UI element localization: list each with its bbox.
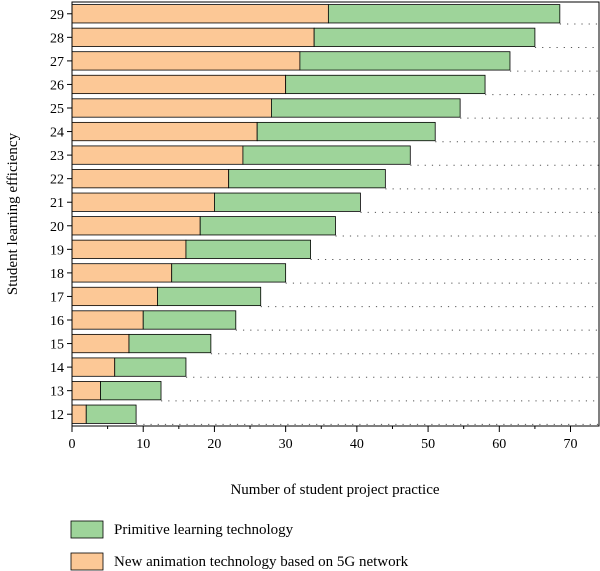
bar-segment-primitive-17 (157, 286, 262, 307)
x-tick-label-0: 0 (69, 437, 76, 452)
bar-segment-primitive-27 (299, 51, 511, 71)
y-tick-label-15: 15 (50, 338, 64, 353)
bar-segment-primitive-22 (228, 169, 386, 189)
bar-segment-primitive-19 (185, 239, 311, 259)
bar-segment-primitive-24 (256, 121, 436, 142)
bar-segment-primitive-28 (313, 27, 536, 47)
y-tick-label-21: 21 (50, 196, 64, 211)
legend-swatch-0 (70, 520, 104, 539)
x-axis-ticks: 0 10 20 30 40 50 60 70 (69, 426, 578, 452)
bar-segment-new-animation-15 (71, 333, 130, 354)
y-tick-label-16: 16 (50, 314, 64, 329)
bars (71, 4, 561, 424)
y-axis-ticks: 12 13 14 15 16 17 18 19 20 21 22 23 24 25 26 27 28 29 (50, 8, 72, 423)
y-tick-label-17: 17 (50, 290, 64, 305)
plot-frame (71, 1, 600, 427)
y-tick-label-12: 12 (50, 408, 64, 423)
bar-segment-new-animation-25 (71, 98, 272, 118)
bar-segment-new-animation-28 (71, 27, 315, 47)
bar-segment-primitive-18 (171, 263, 287, 283)
bar-segment-new-animation-14 (71, 357, 116, 377)
x-tick-label-70: 70 (564, 437, 578, 452)
bar-segment-new-animation-18 (71, 263, 173, 283)
y-tick-label-13: 13 (50, 385, 64, 400)
bar-segment-new-animation-29 (71, 4, 329, 24)
y-tick-label-26: 26 (50, 78, 64, 93)
y-tick-label-29: 29 (50, 8, 64, 23)
bar-segment-new-animation-26 (71, 74, 287, 95)
bar-segment-primitive-13 (100, 381, 162, 401)
y-tick-label-25: 25 (50, 102, 64, 117)
x-tick-label-60: 60 (492, 437, 506, 452)
y-tick-label-23: 23 (50, 149, 64, 164)
y-tick-label-14: 14 (50, 361, 64, 376)
y-tick-label-18: 18 (50, 267, 64, 282)
bar-segment-new-animation-16 (71, 310, 144, 330)
y-tick-label-28: 28 (50, 31, 64, 46)
bar-segment-new-animation-13 (71, 381, 101, 401)
bar-segment-primitive-15 (128, 333, 212, 354)
bar-segment-primitive-16 (142, 310, 237, 330)
bar-segment-primitive-23 (242, 145, 411, 165)
grid-lines (136, 23, 599, 425)
bar-segment-new-animation-19 (71, 239, 187, 259)
x-tick-label-20: 20 (207, 437, 221, 452)
bar-segment-primitive-12 (85, 404, 137, 424)
y-tick-label-27: 27 (50, 55, 64, 70)
bar-segment-primitive-29 (327, 4, 561, 24)
y-tick-label-22: 22 (50, 173, 64, 188)
bar-segment-new-animation-22 (71, 169, 230, 189)
bar-segment-new-animation-21 (71, 192, 215, 212)
x-tick-label-30: 30 (279, 437, 293, 452)
bar-segment-primitive-14 (114, 357, 187, 377)
x-tick-label-10: 10 (136, 437, 150, 452)
bar-segment-new-animation-20 (71, 216, 201, 236)
bar-segment-new-animation-17 (71, 286, 158, 307)
x-axis-label: Number of student project practice (230, 482, 439, 498)
legend: Primitive learning technology New animati… (70, 520, 409, 571)
legend-swatch-1 (70, 552, 104, 571)
bar-segment-primitive-26 (285, 74, 486, 95)
x-tick-label-50: 50 (421, 437, 435, 452)
y-tick-label-20: 20 (50, 220, 64, 235)
bar-segment-new-animation-24 (71, 121, 258, 142)
bar-segment-new-animation-23 (71, 145, 244, 165)
legend-label-1: New animation technology based on 5G net… (114, 554, 409, 570)
bar-segment-primitive-25 (271, 98, 461, 118)
bar-segment-primitive-20 (199, 216, 336, 236)
bar-segment-new-animation-12 (71, 404, 87, 424)
bar-segment-primitive-21 (214, 192, 361, 212)
y-axis-label: Student learning efficiency (5, 132, 21, 295)
y-tick-label-19: 19 (50, 243, 64, 258)
y-tick-label-24: 24 (50, 126, 64, 141)
legend-label-0: Primitive learning technology (114, 522, 294, 538)
x-tick-label-40: 40 (350, 437, 364, 452)
bar-segment-new-animation-27 (71, 51, 301, 71)
